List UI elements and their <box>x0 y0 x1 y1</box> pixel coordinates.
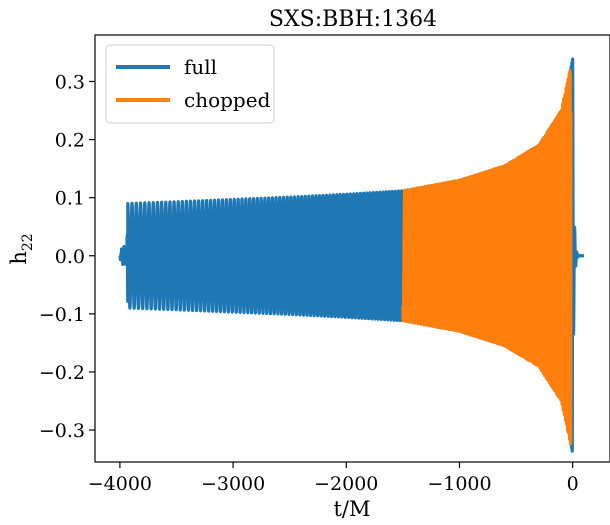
y-tick-label: −0.2 <box>39 362 85 384</box>
x-tick-label: −3000 <box>201 473 265 495</box>
plot-frame <box>94 34 610 463</box>
legend-label-full: full <box>184 55 217 79</box>
legend-box <box>105 44 275 124</box>
y-tick-label: −0.3 <box>39 420 85 442</box>
x-tick-label: −1000 <box>427 473 491 495</box>
x-tick-label: 0 <box>567 473 579 495</box>
y-tick-label: 0.3 <box>55 71 85 93</box>
y-tick-label: −0.1 <box>39 304 85 326</box>
y-axis: 0.3 0.2 0.1 0.0 −0.1 −0.2 −0.3 <box>39 71 95 442</box>
x-tick-label: −2000 <box>314 473 378 495</box>
x-axis-label: t/M <box>333 497 370 521</box>
y-tick-label: 0.1 <box>55 188 85 210</box>
y-tick-label: 0.0 <box>55 246 85 268</box>
y-tick-label: 0.2 <box>55 130 85 152</box>
x-tick-label: −4000 <box>88 473 152 495</box>
y-axis-label: h22 <box>7 233 36 264</box>
series-line-chopped <box>401 69 573 446</box>
y-axis-label-main: h <box>7 251 31 265</box>
series-layer <box>118 57 586 453</box>
x-axis: −4000 −3000 −2000 −1000 0 <box>88 462 579 495</box>
y-axis-label-subscript: 22 <box>20 233 36 251</box>
chart-title: SXS:BBH:1364 <box>269 7 437 32</box>
legend: full chopped <box>105 44 275 124</box>
legend-label-chopped: chopped <box>184 88 271 112</box>
